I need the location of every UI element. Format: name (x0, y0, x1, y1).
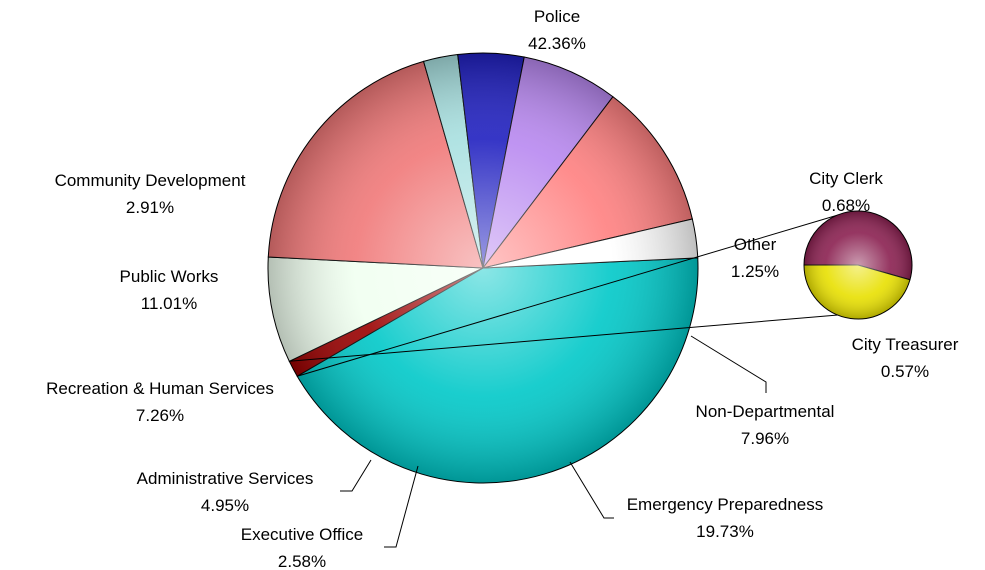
label-emergency-preparedness: Emergency Preparedness (627, 495, 824, 514)
label-executive-office: Executive Office (241, 525, 364, 544)
value-public-works: 11.01% (141, 294, 197, 313)
value-other: 1.25% (731, 262, 779, 281)
value-recreation-and-human-services: 7.26% (136, 406, 184, 425)
value-city-clerk: 0.68% (822, 196, 870, 215)
label-recreation-and-human-services: Recreation & Human Services (46, 379, 274, 398)
leader-executive-office (384, 465, 419, 548)
breakout-pie (803, 210, 913, 320)
value-executive-office: 2.58% (278, 552, 326, 570)
slice-labels: Police 42.36% Other 1.25% Non-Departmental 7.… (46, 7, 959, 570)
label-other: Other (734, 235, 777, 254)
label-administrative-services: Administrative Services (137, 469, 314, 488)
value-administrative-services: 4.95% (201, 496, 249, 515)
label-public-works: Public Works (120, 267, 219, 286)
connector-bottom (289, 314, 839, 362)
label-city-treasurer: City Treasurer (852, 335, 959, 354)
label-city-clerk: City Clerk (809, 169, 883, 188)
pie-slices (267, 52, 699, 484)
label-community-development: Community Development (55, 171, 246, 190)
leader-emergency-preparedness (569, 461, 614, 519)
breakout-connector (289, 214, 839, 377)
label-police: Police (534, 7, 580, 26)
value-community-development: 2.91% (126, 198, 174, 217)
leader-administrative-services (340, 459, 372, 492)
value-non-departmental: 7.96% (741, 429, 789, 448)
value-city-treasurer: 0.57% (881, 362, 929, 381)
value-police: 42.36% (528, 34, 586, 53)
connector-top (297, 214, 839, 377)
value-emergency-preparedness: 19.73% (696, 522, 754, 541)
leader-non-departmental (690, 335, 767, 393)
leader-lines (340, 335, 767, 548)
label-non-departmental: Non-Departmental (696, 402, 835, 421)
